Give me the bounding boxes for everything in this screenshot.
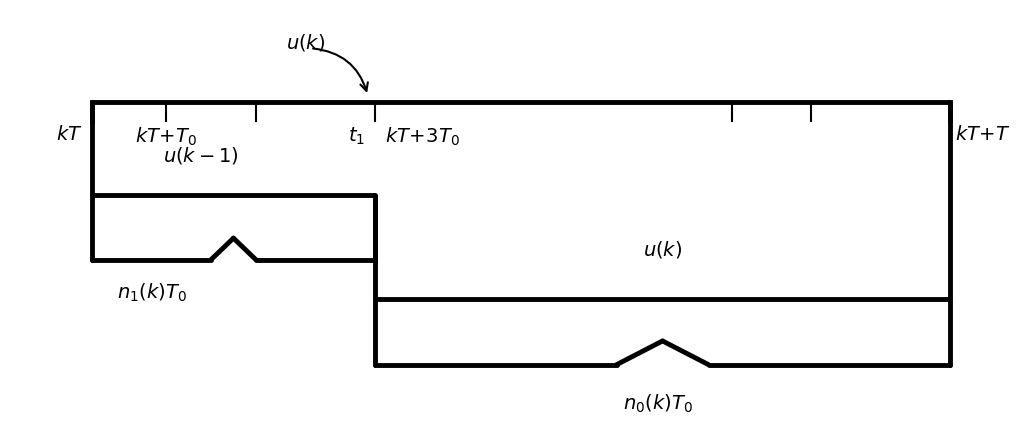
Text: $u(k)$: $u(k)$ (643, 239, 682, 261)
Text: $kT\!+\!3T_0$: $kT\!+\!3T_0$ (384, 125, 460, 148)
Text: $kT\!+\!T$: $kT\!+\!T$ (956, 125, 1011, 144)
Text: $u(k)$: $u(k)$ (286, 33, 325, 53)
Text: $t_1$: $t_1$ (347, 125, 365, 147)
Text: $u(k-1)$: $u(k-1)$ (164, 145, 239, 165)
Text: $n_1(k)T_0$: $n_1(k)T_0$ (117, 282, 186, 304)
Text: $kT\!+\!T_0$: $kT\!+\!T_0$ (135, 125, 197, 148)
Text: $kT$: $kT$ (55, 125, 82, 144)
Text: $n_0(k)T_0$: $n_0(k)T_0$ (622, 393, 693, 415)
